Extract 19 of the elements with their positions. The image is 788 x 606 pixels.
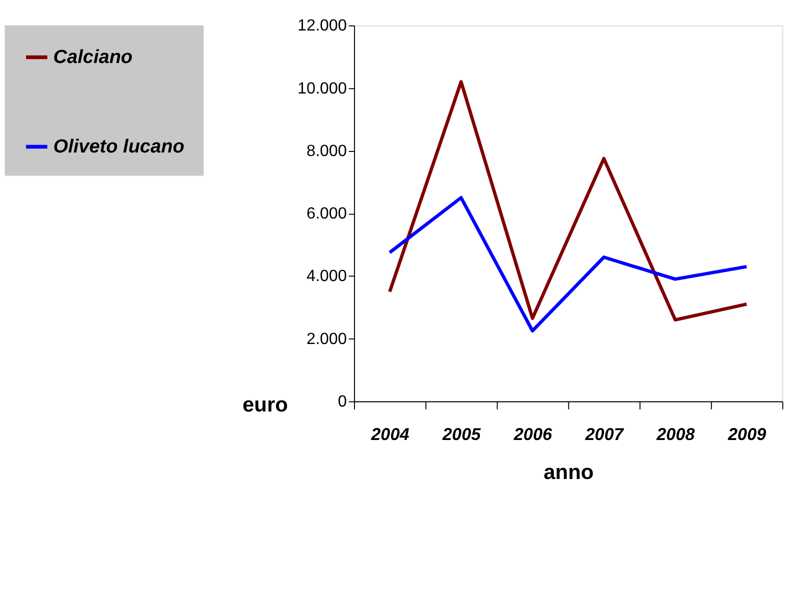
line-series	[388, 196, 748, 332]
legend-label: Calciano	[53, 46, 133, 68]
x-axis-title: anno	[544, 460, 594, 484]
y-tick-label: 6.000	[306, 204, 347, 223]
y-tick-label: 0	[338, 392, 347, 411]
x-tick-label: 2008	[656, 424, 696, 444]
y-tick-label: 10.000	[297, 79, 347, 98]
x-tick-label: 2005	[442, 424, 482, 444]
legend-label: Oliveto lucano	[53, 136, 184, 158]
x-tick-label: 2007	[584, 424, 625, 444]
y-tick-label: 2.000	[306, 330, 347, 348]
line-series	[388, 80, 748, 322]
x-tick-label: 2009	[727, 424, 767, 444]
y-tick-label: 12.000	[297, 16, 347, 35]
x-tick-label: 2004	[370, 424, 410, 444]
y-tick-label: 8.000	[306, 142, 347, 160]
y-tick-label: 4.000	[306, 267, 347, 286]
y-axis-title: euro	[242, 393, 288, 416]
x-tick-label: 2006	[512, 424, 552, 444]
